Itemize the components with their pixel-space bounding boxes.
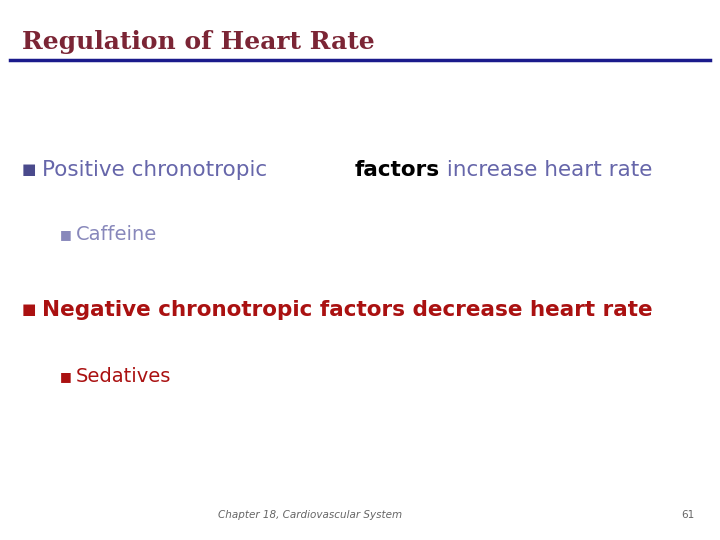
Text: factors: factors — [354, 160, 440, 180]
Text: ■: ■ — [22, 302, 37, 318]
Text: ■: ■ — [60, 228, 72, 241]
Text: Regulation of Heart Rate: Regulation of Heart Rate — [22, 30, 374, 54]
Text: ■: ■ — [22, 163, 37, 178]
Text: Caffeine: Caffeine — [76, 226, 157, 245]
Text: Chapter 18, Cardiovascular System: Chapter 18, Cardiovascular System — [218, 510, 402, 520]
Text: 61: 61 — [682, 510, 695, 520]
Text: Positive chronotropic: Positive chronotropic — [42, 160, 274, 180]
Text: ■: ■ — [60, 370, 72, 383]
Text: Negative chronotropic factors decrease heart rate: Negative chronotropic factors decrease h… — [42, 300, 652, 320]
Text: Sedatives: Sedatives — [76, 368, 171, 387]
Text: increase heart rate: increase heart rate — [440, 160, 652, 180]
